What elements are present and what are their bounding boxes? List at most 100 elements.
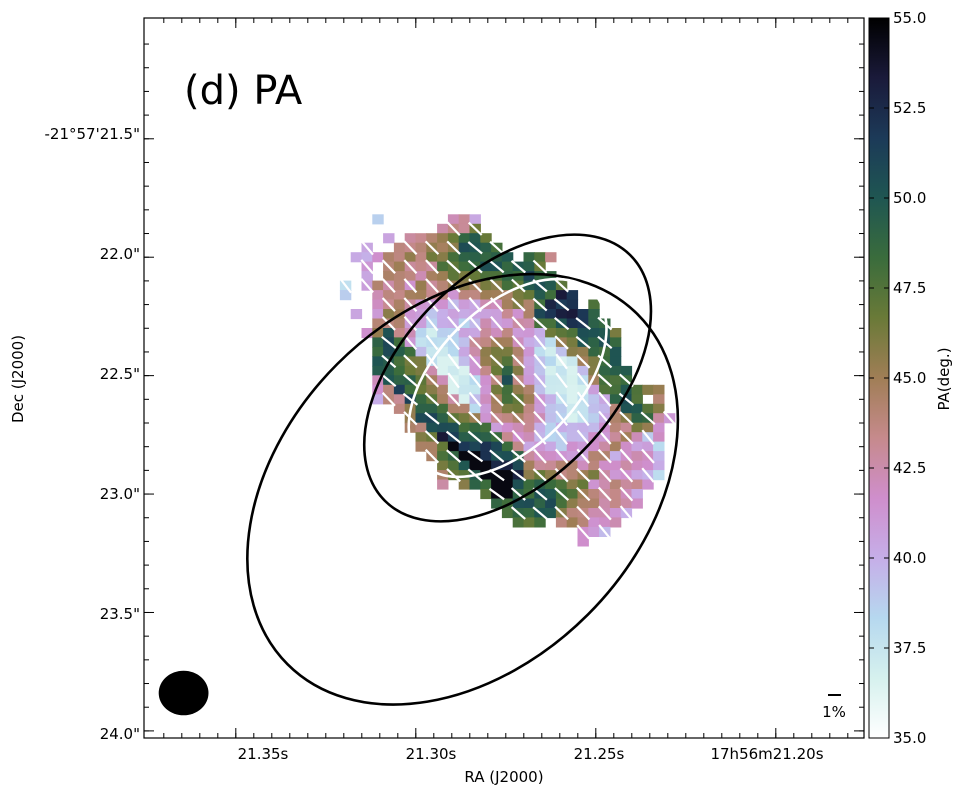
pa-pixel-377	[393, 403, 406, 414]
pa-pixel-299	[620, 365, 633, 376]
pa-pixel-310	[480, 375, 492, 386]
pa-pixel-607	[620, 498, 633, 509]
pa-pixel-631	[588, 526, 600, 537]
pa-pixel-200	[545, 328, 557, 339]
pa-pixel-435	[491, 422, 503, 433]
pa-pixel-206	[609, 328, 622, 339]
pa-pixel-324	[372, 384, 384, 395]
pa-pixel-527	[523, 460, 535, 471]
pa-pixel-116	[545, 290, 557, 301]
pa-pixel-97	[545, 280, 557, 291]
pa-pixel-293	[555, 365, 568, 376]
pa-pixel-250	[588, 346, 600, 357]
pa-pixel-198	[523, 328, 535, 339]
pol-vector-28-36	[576, 486, 591, 502]
pa-pixel-465	[566, 432, 579, 443]
pa-pixel-316	[545, 375, 557, 386]
pa-pixel-431	[447, 422, 460, 433]
pol-vector-10-26	[381, 392, 396, 407]
pol-vector-32-26	[618, 392, 635, 406]
pol-vector-32-38	[619, 505, 634, 521]
pa-pixel-246	[545, 346, 557, 357]
pa-pixel-548	[523, 470, 535, 481]
pa-pixel-39	[469, 252, 481, 263]
pa-pixel-365	[523, 394, 535, 405]
pa-pixel-627	[588, 517, 600, 528]
pa-pixel-429	[426, 422, 438, 433]
pa-pixel-295	[577, 365, 589, 376]
pa-pixel-355	[415, 394, 427, 405]
pa-pixel-600	[545, 498, 557, 509]
pa-pixel-341	[555, 384, 568, 395]
x-tick-label-0: 21.35s	[238, 745, 289, 763]
pa-pixel-231	[383, 346, 395, 357]
pa-pixel-568	[523, 479, 535, 490]
pa-pixel-570	[545, 479, 557, 490]
pa-pixel-196	[501, 328, 514, 339]
pa-pixel-384	[469, 403, 481, 414]
pa-pixel-629	[609, 517, 622, 528]
pa-pixel-154	[523, 309, 535, 320]
pol-vector-28-28	[576, 410, 590, 427]
pa-pixel-230	[372, 346, 384, 357]
pa-pixel-217	[480, 337, 492, 348]
beam-marker	[158, 670, 209, 716]
pa-pixel-493	[620, 441, 633, 452]
pa-pixel-604	[588, 498, 600, 509]
pa-pixel-65	[404, 271, 417, 282]
pa-pixel-99	[339, 290, 352, 301]
pol-vector-24-16	[532, 297, 548, 312]
beam-ellipse	[158, 670, 209, 716]
pa-pixel-440	[545, 422, 557, 433]
pol-vector-12-24	[402, 373, 418, 388]
pa-pixel-318	[566, 375, 579, 386]
pol-vector-30-18	[597, 316, 613, 331]
pa-pixel-286	[480, 365, 492, 376]
pa-pixel-349	[642, 384, 654, 395]
pa-pixel-375	[631, 394, 643, 405]
pa-pixel-461	[523, 432, 535, 443]
pa-pixel-215	[458, 337, 471, 348]
pa-pixel-443	[577, 422, 589, 433]
pa-pixel-163	[393, 318, 406, 329]
pol-vector-20-18	[490, 315, 504, 332]
pa-pixel-243	[512, 346, 525, 357]
pa-pixel-580	[480, 489, 492, 500]
pa-pixel-564	[480, 479, 492, 490]
pa-pixel-195	[491, 328, 503, 339]
pol-vector-24-18	[532, 316, 548, 331]
pol-vector-20-28	[489, 410, 504, 426]
pa-pixel-613	[545, 508, 557, 519]
pa-pixel-108	[458, 290, 471, 301]
pa-pixel-263	[480, 356, 492, 367]
pol-vector-18-22	[468, 353, 482, 369]
pa-pixel-87	[437, 280, 449, 291]
pa-pixel-345	[599, 384, 611, 395]
pol-vector-16-16	[447, 296, 461, 313]
pa-pixel-514	[609, 451, 622, 462]
pol-vector-14-26	[424, 392, 440, 407]
pol-vector-26-14	[554, 278, 569, 293]
pa-pixel-602	[566, 498, 579, 509]
pa-pixel-510	[566, 451, 579, 462]
pa-pixel-506	[523, 451, 535, 462]
pa-pixel-93	[501, 280, 514, 291]
pa-pixel-38	[458, 252, 471, 263]
pa-pixel-155	[534, 309, 546, 320]
pa-pixel-296	[588, 365, 600, 376]
y-tick-label-3: 23.0"	[100, 485, 140, 503]
pa-pixel-76	[523, 271, 535, 282]
pol-vector-16-30	[445, 430, 462, 444]
pol-vector-28-38	[576, 505, 591, 521]
pa-pixel-609	[501, 508, 514, 519]
pol-vector-12-16	[403, 297, 418, 312]
pa-pixel-512	[588, 451, 600, 462]
pol-vector-18-10	[467, 241, 483, 255]
pa-pixel-450	[653, 422, 665, 433]
pa-pixel-12	[437, 233, 449, 244]
pol-vector-26-38	[554, 505, 569, 521]
pa-pixel-325	[383, 384, 395, 395]
pa-pixel-534	[599, 460, 611, 471]
pol-vector-22-28	[511, 411, 526, 426]
pa-pixel-37	[447, 252, 460, 263]
